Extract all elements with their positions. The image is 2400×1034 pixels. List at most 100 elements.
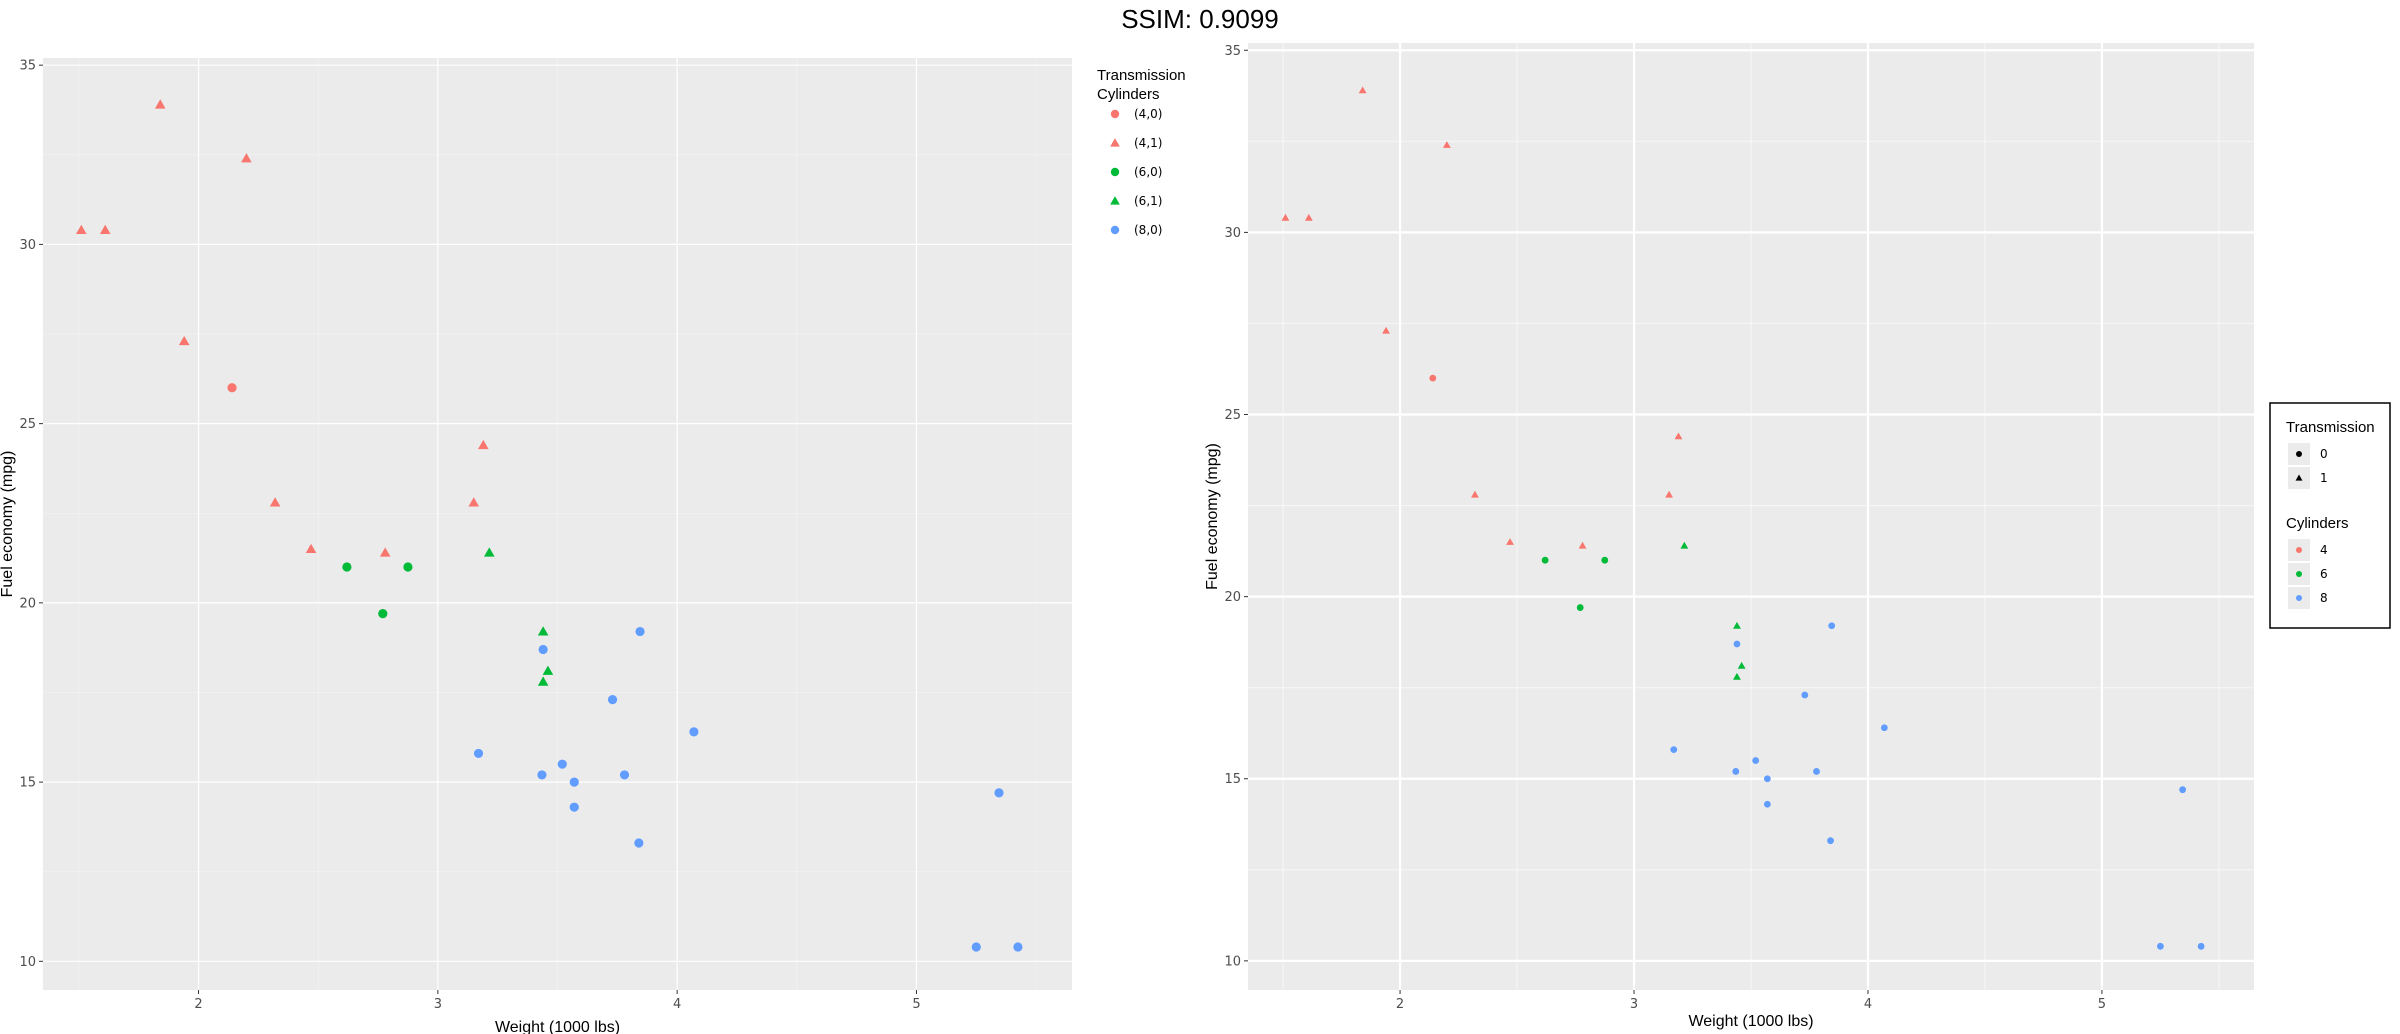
y-tick-label: 30	[1224, 226, 1241, 241]
data-point	[478, 439, 489, 450]
data-point	[1752, 757, 1760, 764]
data-point	[1358, 86, 1367, 94]
data-point	[1601, 556, 1609, 564]
legend-label: (4,1)	[1134, 136, 1162, 150]
legend-key	[1110, 167, 1120, 177]
y-tick-label: 25	[19, 417, 36, 432]
data-point	[1382, 326, 1390, 334]
data-point	[1801, 691, 1809, 699]
data-point	[269, 497, 281, 507]
x-axis-title: Weight (1000 lbs)	[1688, 1013, 1813, 1030]
data-point	[1304, 213, 1313, 221]
legend-key	[2295, 474, 2303, 481]
data-point	[1763, 800, 1771, 808]
data-point	[634, 838, 644, 848]
x-tick-label: 5	[912, 997, 920, 1012]
legend-title: Cylinders	[1097, 86, 1160, 103]
data-point	[557, 759, 567, 769]
legend-group-title: Transmission	[2286, 419, 2375, 436]
data-point	[542, 665, 554, 675]
data-point	[1578, 541, 1587, 549]
data-point	[1281, 213, 1290, 221]
data-point	[635, 626, 645, 637]
y-tick-label: 25	[1224, 408, 1241, 423]
legend-key	[2296, 595, 2302, 601]
data-point	[2157, 942, 2164, 950]
x-tick-label: 2	[194, 997, 202, 1012]
data-point	[994, 788, 1004, 798]
x-axis-title: Weight (1000 lbs)	[495, 1019, 620, 1034]
x-tick-label: 4	[673, 997, 681, 1012]
data-point	[178, 335, 190, 346]
data-point	[2197, 942, 2205, 950]
data-point	[468, 497, 480, 507]
y-tick-label: 15	[19, 776, 36, 791]
data-point	[342, 562, 352, 572]
legend-label: 1	[2320, 471, 2328, 485]
x-tick-label: 3	[1630, 997, 1638, 1012]
data-point	[537, 770, 547, 780]
legend-label: (6,0)	[1134, 165, 1162, 179]
legend-label: (4,0)	[1134, 107, 1162, 121]
y-tick-label: 10	[19, 955, 36, 970]
x-tick-label: 3	[434, 997, 442, 1012]
data-point	[619, 770, 630, 780]
data-point	[1827, 837, 1834, 845]
data-point	[1733, 640, 1741, 648]
data-point	[569, 777, 579, 787]
data-point	[971, 942, 981, 952]
data-point	[1541, 556, 1549, 564]
data-point	[569, 802, 579, 812]
data-point	[1732, 768, 1740, 775]
chart-panel-2: 2 3 4 5 10 15 20 25 30 35 Weight (1000 lbs) Fuel ec…	[1204, 43, 2254, 1030]
y-tick-label: 30	[19, 238, 36, 253]
data-point	[1013, 942, 1023, 952]
data-point	[1665, 490, 1674, 498]
legend-label: 4	[2320, 543, 2328, 557]
y-tick-label: 35	[1224, 44, 1241, 59]
data-point	[99, 224, 111, 235]
data-point	[241, 153, 252, 163]
chart-panel-1: 2 3 4 5 10 15 20 25 30 35 Weight (1000 lbs) Fuel ec…	[0, 58, 1072, 1034]
data-point	[537, 676, 549, 686]
data-point	[75, 224, 87, 235]
data-point	[1828, 622, 1836, 630]
data-point	[1674, 432, 1683, 440]
data-point	[378, 609, 388, 619]
legend-key	[1110, 109, 1120, 119]
legend-label: 0	[2320, 447, 2328, 461]
data-point	[473, 748, 484, 759]
data-point	[1471, 490, 1479, 498]
data-point	[1880, 724, 1888, 732]
legend-key	[2296, 547, 2302, 553]
legend-key	[1110, 225, 1120, 235]
y-axis-title: Fuel economy (mpg)	[1204, 443, 1221, 590]
data-point	[1680, 541, 1689, 549]
data-point	[1763, 775, 1771, 783]
data-point	[1737, 661, 1746, 669]
y-tick-label: 15	[1224, 772, 1241, 787]
data-point	[538, 644, 548, 655]
legend-key	[2296, 571, 2302, 577]
data-point	[537, 626, 549, 636]
page-title: SSIM: 0.9099	[1121, 4, 1279, 34]
data-point	[1576, 604, 1584, 611]
data-point	[1813, 768, 1820, 775]
legend-label: 6	[2320, 567, 2328, 581]
data-point	[305, 543, 317, 554]
data-point	[227, 383, 237, 393]
x-tick-label: 2	[1396, 997, 1404, 1012]
data-point	[379, 547, 391, 557]
legend-key	[1110, 138, 1120, 147]
data-point	[484, 547, 495, 557]
legend-key	[1110, 196, 1120, 205]
x-tick-label: 5	[2098, 997, 2106, 1012]
y-axis-title: Fuel economy (mpg)	[0, 451, 16, 598]
y-tick-label: 20	[19, 596, 36, 611]
y-tick-label: 10	[1224, 954, 1241, 969]
data-point	[403, 562, 413, 572]
legend-panel-1: Transmission Cylinders (4,0) (4,1) (6,0) (6,1…	[1097, 67, 1186, 237]
data-point	[689, 727, 699, 737]
legend-group-title: Cylinders	[2286, 515, 2349, 532]
